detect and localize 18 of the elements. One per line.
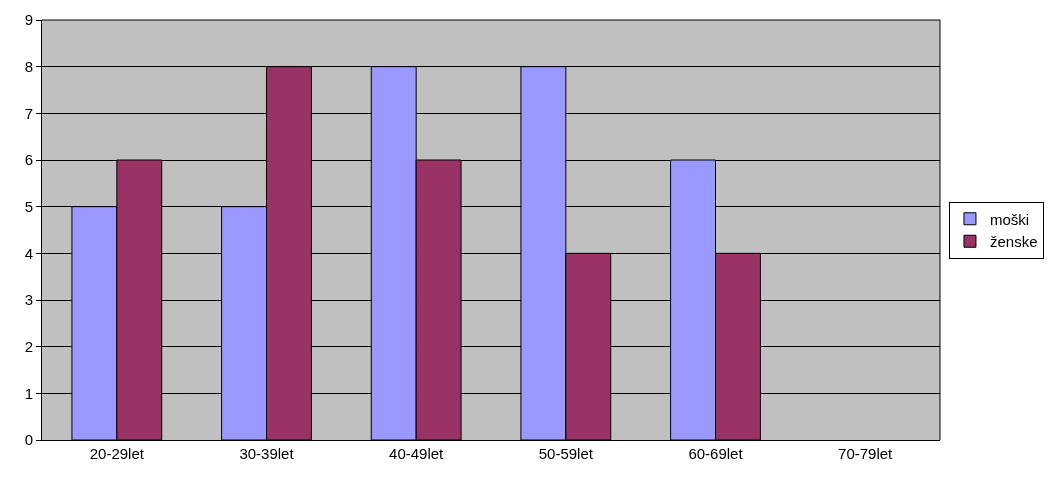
y-tick-label: 5 [24,197,33,215]
y-tick-label: 4 [24,244,33,262]
x-tick-label: 70-79let [838,445,894,462]
y-tick-label: 0 [24,431,33,449]
legend-label: ženske [989,233,1038,251]
y-tick-label: 9 [24,11,33,29]
y-tick-label: 3 [24,291,33,309]
x-tick-label: 50-59let [538,445,594,462]
x-tick-label: 20-29let [89,445,145,462]
y-tick-label: 6 [24,151,33,169]
legend-label: moški [989,210,1030,228]
y-tick-label: 2 [24,337,33,355]
x-tick-label: 30-39let [239,445,295,462]
x-tick-label: 60-69let [688,445,744,462]
x-tick-label: 40-49let [389,445,445,462]
y-tick-label: 1 [24,384,33,402]
y-tick-label: 7 [24,104,33,122]
y-tick-label: 8 [24,57,33,75]
